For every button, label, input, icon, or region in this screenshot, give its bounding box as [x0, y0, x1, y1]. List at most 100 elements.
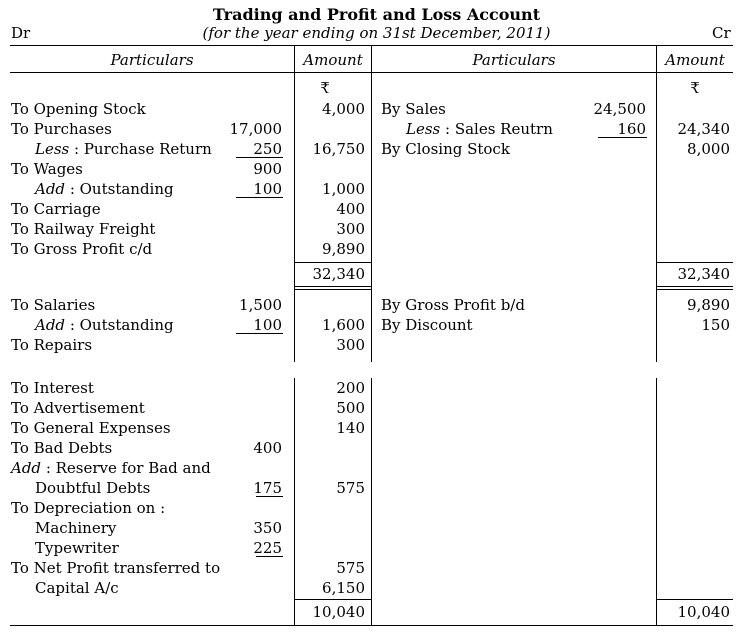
inner-amount-value: 24,500 — [593, 100, 647, 118]
inner-amount-value: 100 — [253, 316, 282, 334]
header-amount-debit: Amount — [303, 51, 363, 69]
particular-label: To Net Profit transferred to — [11, 559, 221, 577]
particular-label: To Advertisement — [11, 399, 145, 417]
total-rule — [656, 289, 733, 290]
account-subtitle: (for the year ending on 31st December, 2… — [202, 24, 551, 42]
particular-label: To Interest — [11, 379, 94, 397]
inner-amount-value: 160 — [617, 120, 646, 138]
amount-value: 16,750 — [312, 140, 366, 158]
total-rule — [294, 262, 371, 263]
inner-amount-value: 175 — [253, 479, 282, 497]
total-amount-credit: 32,340 — [677, 265, 731, 283]
amount-value: 575 — [336, 479, 365, 497]
column-divider-middle — [371, 378, 372, 625]
total-rule — [656, 599, 733, 600]
amount-value: 9,890 — [322, 240, 365, 258]
currency-symbol-credit: ₹ — [690, 79, 700, 97]
particular-label-emphasis: Add — [11, 459, 42, 477]
particular-label-rest: : Outstanding — [65, 316, 174, 334]
particular-label-rest: : Reserve for Bad and — [41, 459, 211, 477]
column-divider-credit-amount — [656, 45, 657, 362]
particular-label: To Bad Debts — [11, 439, 113, 457]
particular-label: Typewriter — [35, 539, 119, 557]
amount-value: 150 — [701, 316, 730, 334]
total-rule — [294, 286, 371, 287]
particular-label: By Discount — [381, 316, 473, 334]
column-divider-middle — [371, 45, 372, 362]
particular-label: To Opening Stock — [11, 100, 146, 118]
particular-label: By Closing Stock — [381, 140, 510, 158]
amount-value: 24,340 — [677, 120, 731, 138]
particular-label: To Salaries — [11, 296, 96, 314]
particular-label: By Gross Profit b/d — [381, 296, 525, 314]
particular-label: Less : Purchase Return — [35, 140, 212, 158]
amount-value: 400 — [336, 200, 365, 218]
amount-value: 140 — [336, 419, 365, 437]
particular-label: To Wages — [11, 160, 83, 178]
inner-amount-value: 350 — [253, 519, 282, 537]
dr-label: Dr — [11, 24, 31, 42]
amount-value: 300 — [336, 220, 365, 238]
header-particulars-debit: Particulars — [110, 51, 194, 69]
particular-label-emphasis: Add — [35, 316, 66, 334]
particular-label-rest: : Sales Reutrn — [440, 120, 553, 138]
account-title: Trading and Profit and Loss Account — [212, 5, 541, 24]
particular-label: To Railway Freight — [11, 220, 156, 238]
amount-value: 6,150 — [322, 579, 365, 597]
particular-label: Add : Outstanding — [35, 316, 174, 334]
amount-value: 300 — [336, 336, 365, 354]
total-rule — [656, 262, 733, 263]
amount-value: 200 — [336, 379, 365, 397]
amount-value: 1,000 — [322, 180, 365, 198]
particular-label: To General Expenses — [11, 419, 171, 437]
column-divider-debit-amount — [294, 45, 295, 362]
particular-label: To Purchases — [11, 120, 112, 138]
cr-label: Cr — [712, 24, 731, 42]
particular-label: To Repairs — [11, 336, 93, 354]
total-rule — [656, 286, 733, 287]
particular-label-emphasis: Add — [35, 180, 66, 198]
total-amount-credit: 10,040 — [677, 603, 731, 621]
particular-label: To Depreciation on : — [11, 499, 166, 517]
amount-value: 575 — [336, 559, 365, 577]
total-amount-debit: 32,340 — [312, 265, 366, 283]
particular-label: By Sales — [381, 100, 446, 118]
currency-symbol-debit: ₹ — [320, 79, 330, 97]
amount-value: 4,000 — [322, 100, 365, 118]
particular-label: Add : Reserve for Bad and — [11, 459, 211, 477]
subtotal-rule — [256, 556, 283, 557]
inner-amount-value: 17,000 — [229, 120, 283, 138]
subtotal-rule — [236, 157, 283, 158]
particular-label: Capital A/c — [35, 579, 119, 597]
particular-label: To Gross Profit c/d — [11, 240, 153, 258]
header-amount-credit: Amount — [665, 51, 725, 69]
subtotal-rule — [236, 197, 283, 198]
inner-amount-value: 1,500 — [239, 296, 282, 314]
particular-label: To Carriage — [11, 200, 101, 218]
particular-label: Add : Outstanding — [35, 180, 174, 198]
subtotal-rule — [236, 333, 283, 334]
amount-value: 8,000 — [687, 140, 730, 158]
particular-label: Less : Sales Reutrn — [406, 120, 553, 138]
particular-label: Doubtful Debts — [35, 479, 151, 497]
particular-label-rest: : Purchase Return — [69, 140, 212, 158]
inner-amount-value: 400 — [253, 439, 282, 457]
total-rule — [294, 599, 371, 600]
header-particulars-credit: Particulars — [472, 51, 556, 69]
particular-label: Machinery — [35, 519, 117, 537]
inner-amount-value: 900 — [253, 160, 282, 178]
particular-label-emphasis: Less — [406, 120, 441, 138]
table-bottom-rule — [10, 625, 733, 626]
particular-label-emphasis: Less — [35, 140, 70, 158]
amount-value: 1,600 — [322, 316, 365, 334]
column-divider-credit-amount — [656, 378, 657, 625]
inner-amount-value: 250 — [253, 140, 282, 158]
column-divider-debit-amount — [294, 378, 295, 625]
particular-label-rest: : Outstanding — [65, 180, 174, 198]
amount-value: 9,890 — [687, 296, 730, 314]
total-rule — [294, 289, 371, 290]
subtotal-rule — [598, 137, 647, 138]
subtotal-rule — [256, 496, 283, 497]
total-amount-debit: 10,040 — [312, 603, 366, 621]
amount-value: 500 — [336, 399, 365, 417]
